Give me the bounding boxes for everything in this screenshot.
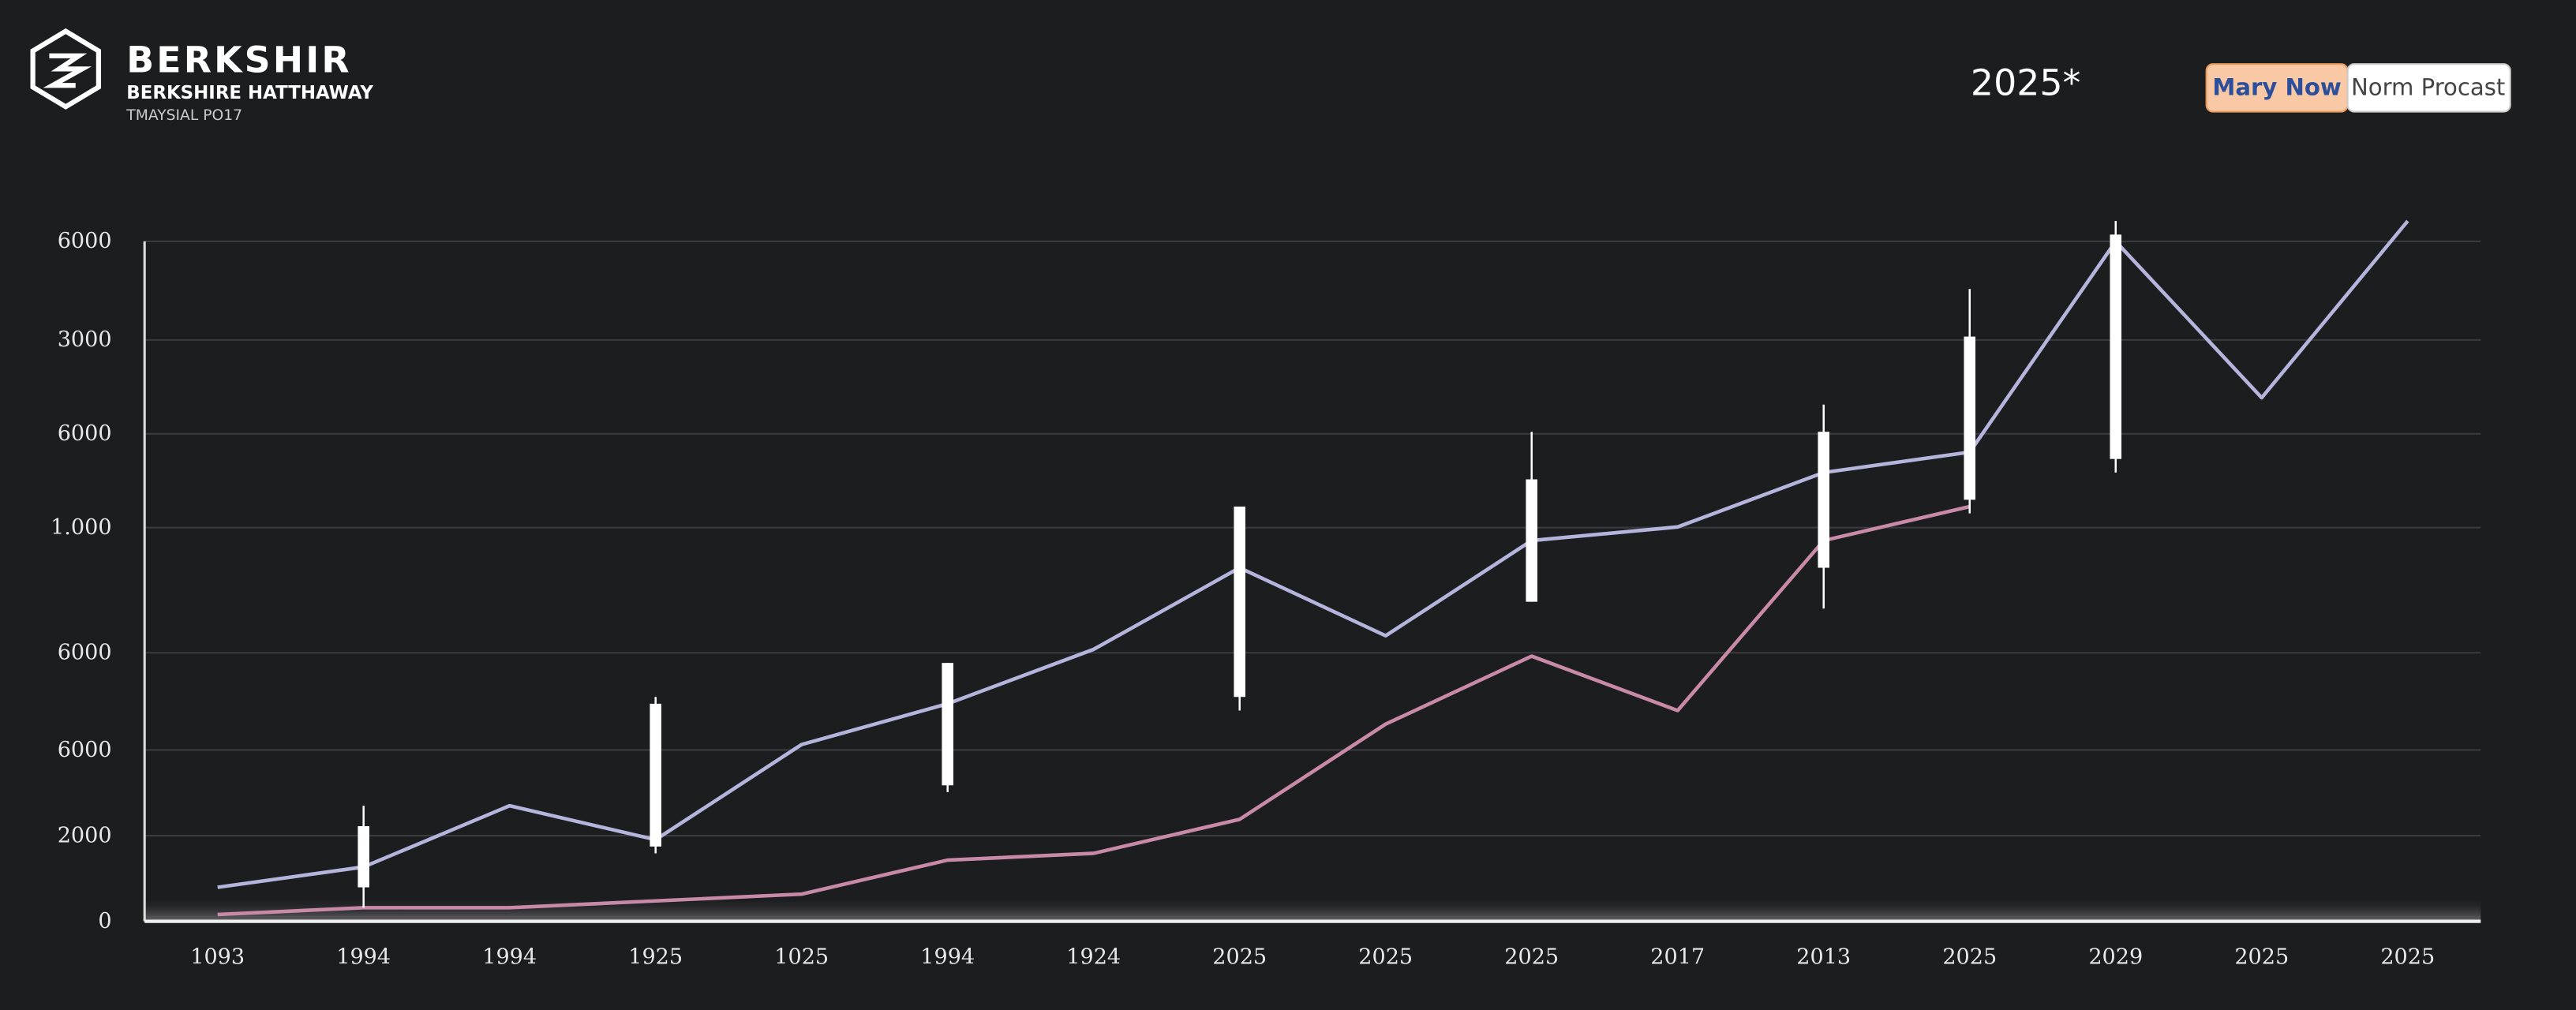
- y-tick-label: 3000: [58, 327, 112, 352]
- baseline-glow: [144, 898, 2481, 922]
- x-tick-label: 1025: [774, 945, 829, 970]
- x-tick-label: 2013: [1796, 945, 1851, 970]
- x-tick-label: 1994: [482, 945, 537, 970]
- candle-body: [1526, 479, 1538, 602]
- button-label[interactable]: Mary Now: [2212, 74, 2341, 101]
- x-tick-label: 1924: [1066, 945, 1121, 970]
- brand: BERKSHIR: [126, 39, 351, 81]
- x-tick-label: 2025: [1942, 945, 1997, 970]
- line-series: [217, 504, 1971, 917]
- x-tick-label: 1093: [190, 945, 245, 970]
- logo: [30, 28, 102, 110]
- candle-body: [358, 825, 369, 888]
- x-tick-label: 2025: [2380, 945, 2435, 970]
- y-tick-label: 6000: [58, 229, 112, 253]
- candle-body: [1234, 506, 1246, 698]
- y-tick-label: 2000: [58, 823, 112, 847]
- x-tick-label: 1925: [628, 945, 683, 970]
- company: BERKSHIRE HATTHAWAY: [126, 83, 373, 103]
- candle-body: [650, 703, 661, 847]
- y-tick-label: 1.000: [51, 515, 111, 540]
- button-label[interactable]: Norm Procast: [2351, 74, 2505, 101]
- year-label: 2025*: [1971, 62, 2080, 104]
- x-tick-label: 2029: [2088, 945, 2143, 970]
- button[interactable]: [2346, 63, 2511, 113]
- y-tick-label: 0: [98, 909, 111, 933]
- y-tick-label: 6000: [58, 738, 112, 762]
- tagline: TMAYSIAL PO17: [125, 107, 242, 124]
- x-tick-label: 1994: [336, 945, 391, 970]
- x-tick-label: 2025: [1504, 945, 1559, 970]
- y-tick-label: 6000: [58, 641, 112, 665]
- candle-body: [1818, 432, 1830, 568]
- x-tick-label: 2025: [1212, 945, 1267, 970]
- candle-body: [1964, 336, 1976, 500]
- x-tick-label: 2025: [1358, 945, 1413, 970]
- x-tick-label: 2025: [2234, 945, 2289, 970]
- y-tick-label: 6000: [58, 421, 112, 446]
- candle-body: [942, 663, 953, 786]
- candle-body: [2110, 234, 2122, 459]
- line-series: [217, 219, 2409, 889]
- x-tick-label: 2017: [1650, 945, 1705, 970]
- x-tick-label: 1994: [920, 945, 975, 970]
